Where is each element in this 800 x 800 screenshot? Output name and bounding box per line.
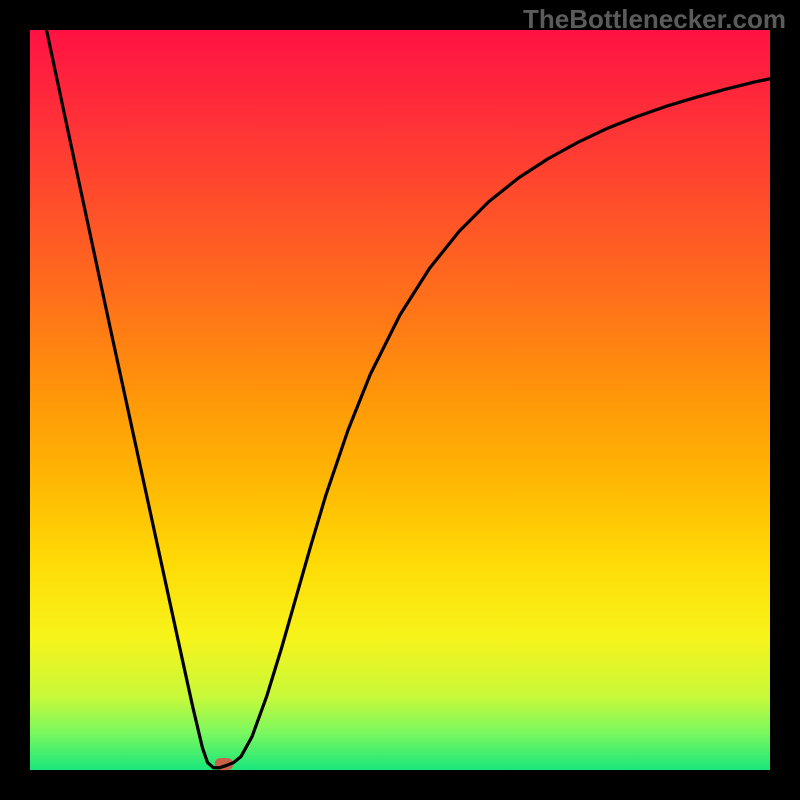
bottleneck-curve	[47, 30, 771, 768]
chart-frame: TheBottlenecker.com	[0, 0, 800, 800]
watermark-text: TheBottlenecker.com	[523, 4, 786, 35]
chart-svg	[0, 0, 800, 800]
